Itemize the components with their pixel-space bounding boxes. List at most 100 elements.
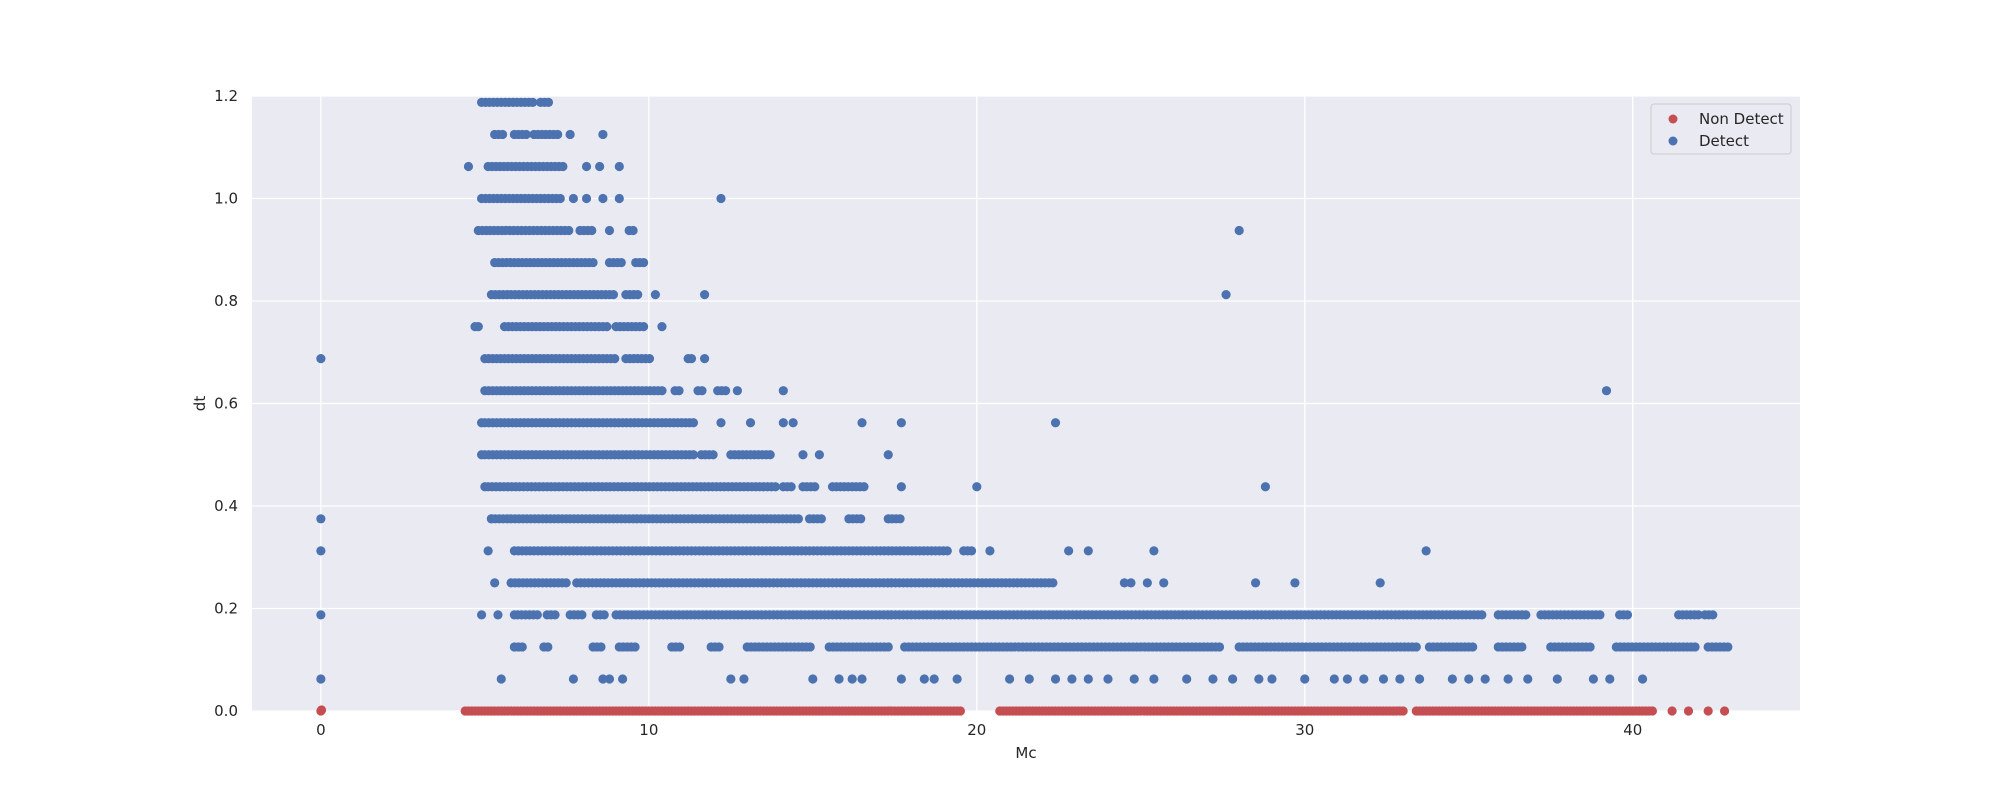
detect-point: [1260, 482, 1271, 492]
detect-point: [553, 129, 563, 140]
detect-point: [942, 546, 952, 556]
detect-point: [316, 674, 326, 684]
detect-point: [509, 610, 519, 620]
detect-point: [1208, 674, 1218, 684]
detect-point: [1605, 674, 1615, 684]
detect-point: [1595, 610, 1605, 620]
detect-point: [847, 674, 857, 684]
detect-point: [896, 674, 906, 684]
detect-point: [564, 225, 574, 236]
detect-point: [856, 514, 866, 524]
detect-point: [1221, 289, 1231, 300]
detect-point: [919, 674, 929, 684]
non-detect-point: [1683, 706, 1694, 716]
detect-point: [929, 674, 939, 684]
detect-point: [699, 289, 710, 300]
detect-point: [716, 418, 726, 428]
detect-point: [688, 450, 699, 460]
detect-point: [1214, 642, 1225, 652]
detect-point: [644, 354, 655, 364]
detect-point: [604, 225, 615, 236]
detect-point: [1588, 674, 1598, 684]
detect-point: [1690, 642, 1700, 652]
detect-point: [798, 450, 808, 460]
legend: Non Detect Detect: [1650, 103, 1792, 155]
detect-point: [1411, 642, 1421, 652]
detect-point: [616, 257, 626, 268]
non-detect-point: [1398, 706, 1408, 716]
detect-point: [1228, 674, 1238, 684]
detect-point: [1503, 674, 1513, 684]
detect-point: [896, 418, 906, 428]
detect-point: [1480, 674, 1490, 684]
detect-point: [1064, 546, 1074, 556]
detect-point: [1290, 578, 1300, 588]
detect-point: [1517, 642, 1527, 652]
detect-point: [1375, 578, 1385, 588]
detect-point: [896, 482, 906, 492]
detect-point: [1126, 578, 1136, 588]
detect-point: [581, 193, 592, 204]
detect-point: [490, 578, 500, 588]
detect-point: [1622, 610, 1633, 620]
detect-point: [610, 354, 620, 364]
non-detect-point: [1647, 706, 1658, 716]
detect-point: [1477, 610, 1487, 620]
x-tick-label: 10: [639, 721, 658, 739]
detect-point: [1149, 674, 1159, 684]
detect-point: [1250, 578, 1261, 588]
detect-point: [476, 450, 487, 460]
detect-point: [595, 161, 605, 172]
detect-point: [716, 193, 726, 204]
detect-point: [810, 482, 820, 492]
y-tick-label: 1.0: [214, 190, 238, 208]
legend-label-non-detect: Non Detect: [1699, 110, 1784, 128]
detect-point: [972, 482, 982, 492]
detect-point: [521, 129, 531, 140]
y-tick-label: 0.4: [214, 497, 238, 515]
detect-point: [985, 546, 995, 556]
detect-point: [483, 546, 493, 556]
detect-point: [857, 674, 867, 684]
detect-point: [1521, 610, 1531, 620]
detect-point: [608, 289, 619, 300]
detect-point: [1182, 674, 1192, 684]
detect-point: [1395, 674, 1405, 684]
detect-point: [496, 674, 506, 684]
detect-point: [532, 610, 542, 620]
detect-point: [1637, 674, 1648, 684]
detect-point: [816, 514, 826, 524]
detect-point: [895, 514, 905, 524]
detect-point: [732, 386, 742, 396]
detect-point: [1300, 674, 1310, 684]
detect-point: [739, 674, 749, 684]
detect-point: [599, 610, 609, 620]
detect-point: [476, 610, 487, 620]
detect-point: [1329, 674, 1339, 684]
detect-point: [883, 450, 893, 460]
legend-box: [1650, 103, 1792, 155]
detect-point: [1083, 546, 1093, 556]
detect-point: [1552, 674, 1562, 684]
detect-point: [814, 450, 824, 460]
detect-point: [588, 257, 598, 268]
detect-point: [316, 546, 326, 556]
detect-point: [770, 482, 781, 492]
detect-point: [561, 578, 571, 588]
y-axis-ticks: 0.0 0.2 0.4 0.6 0.8 1.0 1.2: [214, 87, 238, 720]
detect-point: [604, 674, 615, 684]
detect-point: [688, 418, 699, 428]
detect-point: [628, 225, 638, 236]
detect-point: [1601, 386, 1612, 396]
detect-point: [543, 642, 553, 652]
non-detect-point: [316, 705, 327, 715]
detect-point: [1421, 546, 1431, 556]
detect-point: [598, 129, 608, 140]
y-tick-label: 0.8: [214, 292, 238, 310]
detect-point: [493, 610, 503, 620]
detect-point: [808, 674, 818, 684]
detect-point: [786, 482, 796, 492]
non-detect-point: [1703, 706, 1713, 716]
detect-point: [1129, 674, 1139, 684]
